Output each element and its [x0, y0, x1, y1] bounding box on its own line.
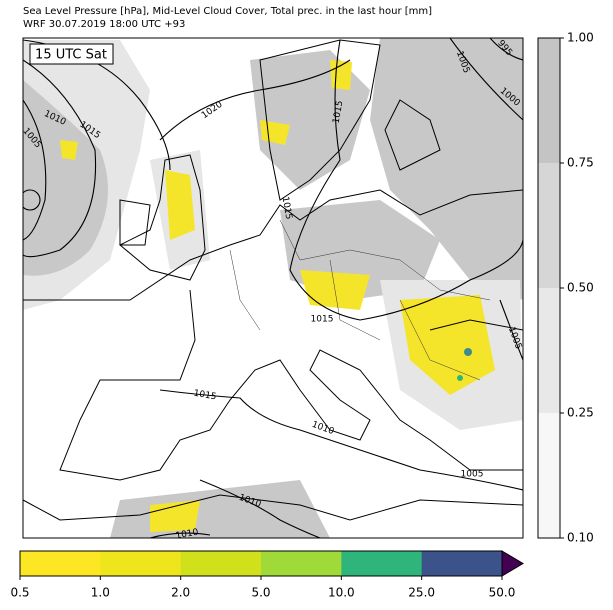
colorbar-segment: [341, 551, 423, 576]
colorbar-tick-label: 10.0: [328, 586, 355, 600]
colorbar-segment: [538, 163, 560, 288]
colorbar-tick-label: 5.0: [251, 586, 270, 600]
colorbar-tick-label: 1.00: [567, 31, 594, 45]
map: 995 1005 1000 1020 1015 1010 1015 1005 1…: [20, 37, 524, 541]
isobar-label: 1005: [461, 470, 484, 480]
title-line: Sea Level Pressure [hPa], Mid-Level Clou…: [23, 6, 432, 17]
isobar-label: 1015: [280, 196, 294, 220]
colorbar-segment: [100, 551, 182, 576]
time-label: 15 UTC Sat: [35, 48, 107, 63]
cloud-colorbar: 0.10 0.25 0.50 0.75 1.00: [537, 31, 594, 545]
colorbar-extend: [501, 550, 524, 577]
colorbar-segment: [20, 551, 101, 576]
colorbar-tick-label: 0.50: [567, 281, 594, 295]
colorbar-segment: [538, 413, 560, 538]
colorbar-tick-label: 50.0: [489, 586, 516, 600]
colorbar-tick-label: 0.75: [567, 156, 594, 170]
colorbar-tick-label: 0.25: [567, 406, 594, 420]
colorbar-segment: [180, 551, 262, 576]
colorbar-tick-label: 25.0: [408, 586, 435, 600]
isobar-label: 1015: [193, 389, 217, 403]
precip-colorbar: 0.5 1.0 2.0 5.0 10.0 25.0 50.0: [10, 550, 524, 600]
colorbar-tick-label: 0.5: [10, 586, 29, 600]
colorbar-tick-label: 0.10: [567, 531, 594, 545]
isobar-label: 1015: [311, 315, 334, 325]
colorbar-segment: [538, 288, 560, 413]
colorbar-tick-label: 1.0: [91, 586, 110, 600]
colorbar-segment: [261, 551, 342, 576]
colorbar-tick-label: 2.0: [171, 586, 190, 600]
colorbar-segment: [538, 38, 560, 163]
isobar-label: 1015: [332, 100, 346, 124]
subtitle-line: WRF 30.07.2019 18:00 UTC +93: [23, 19, 185, 30]
colorbar-segment: [421, 551, 503, 576]
